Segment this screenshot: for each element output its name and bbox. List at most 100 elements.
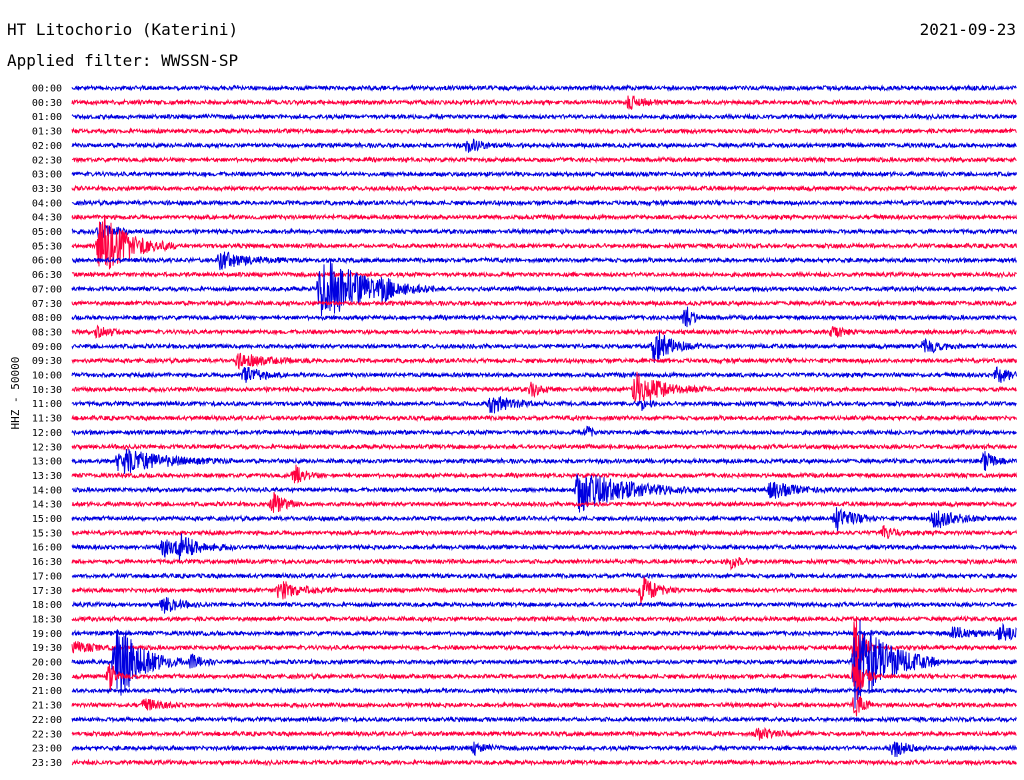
tick-label: 23:30 — [32, 758, 62, 769]
tick-label: 22:00 — [32, 715, 62, 726]
tick-label: 12:30 — [32, 442, 62, 453]
trace-2300 — [71, 741, 1017, 758]
trace-1100 — [71, 396, 1017, 414]
trace-0130 — [71, 126, 1017, 135]
trace-1500 — [71, 507, 1017, 532]
tick-label: 04:30 — [32, 213, 62, 224]
filter-label: Applied filter: WWSSN-SP — [7, 51, 239, 70]
tick-label: 06:00 — [32, 256, 62, 267]
trace-2030 — [71, 655, 1017, 699]
tick-label: 13:30 — [32, 471, 62, 482]
tick-label: 07:00 — [32, 284, 62, 295]
tick-label: 10:30 — [32, 385, 62, 396]
trace-0300 — [71, 170, 1017, 179]
trace-1400 — [71, 473, 1017, 513]
trace-2330 — [71, 758, 1017, 767]
tick-label: 07:30 — [32, 299, 62, 310]
trace-0730 — [71, 298, 1017, 308]
tick-label: 22:30 — [32, 729, 62, 740]
trace-1830 — [71, 614, 1017, 624]
tick-label: 00:00 — [32, 84, 62, 95]
trace-1330 — [71, 464, 1017, 484]
tick-label: 06:30 — [32, 270, 62, 281]
tick-label: 01:00 — [32, 112, 62, 123]
trace-0530 — [71, 214, 1017, 270]
tick-label: 03:30 — [32, 184, 62, 195]
trace-2230 — [71, 726, 1017, 741]
trace-2130 — [71, 696, 1017, 717]
trace-1000 — [71, 366, 1017, 383]
tick-label: 09:00 — [32, 342, 62, 353]
tick-label: 20:30 — [32, 672, 62, 683]
tick-label: 21:00 — [32, 686, 62, 697]
trace-0800 — [71, 306, 1017, 328]
trace-1300 — [71, 448, 1017, 474]
tick-label: 02:30 — [32, 155, 62, 166]
tick-label: 05:00 — [32, 227, 62, 238]
tick-label: 14:00 — [32, 485, 62, 496]
trace-1030 — [71, 371, 1017, 402]
tick-label: 09:30 — [32, 356, 62, 367]
trace-1900 — [71, 622, 1017, 641]
trace-0000 — [71, 83, 1017, 92]
trace-2200 — [71, 715, 1017, 724]
tick-label: 08:30 — [32, 327, 62, 338]
tick-label: 14:30 — [32, 500, 62, 511]
trace-0430 — [71, 212, 1017, 222]
trace-1600 — [71, 533, 1017, 562]
tick-label: 16:30 — [32, 557, 62, 568]
tick-label: 04:00 — [32, 198, 62, 209]
trace-0830 — [71, 324, 1017, 339]
trace-0930 — [71, 352, 1017, 370]
tick-label: 10:00 — [32, 371, 62, 382]
tick-label: 08:00 — [32, 313, 62, 324]
tick-label: 17:00 — [32, 571, 62, 582]
tick-label: 19:00 — [32, 629, 62, 640]
trace-0200 — [71, 138, 1017, 153]
trace-0100 — [71, 112, 1017, 121]
trace-1930 — [71, 616, 1017, 683]
tick-label: 19:30 — [32, 643, 62, 654]
trace-1230 — [71, 442, 1017, 452]
trace-1200 — [71, 425, 1017, 437]
tick-label: 21:30 — [32, 701, 62, 712]
tick-label: 12:00 — [32, 428, 62, 439]
record-date: 2021-09-23 — [919, 20, 1016, 39]
tick-label: 11:30 — [32, 414, 62, 425]
trace-2000 — [71, 619, 1017, 709]
trace-0330 — [71, 184, 1017, 193]
trace-0030 — [71, 95, 1017, 110]
tick-label: 17:30 — [32, 586, 62, 597]
tick-label: 23:00 — [32, 744, 62, 755]
trace-1430 — [71, 492, 1017, 513]
trace-0900 — [71, 331, 1017, 363]
trace-0500 — [71, 221, 1017, 241]
trace-1130 — [71, 414, 1017, 423]
trace-1800 — [71, 597, 1017, 614]
trace-0630 — [71, 270, 1017, 279]
tick-label: 18:00 — [32, 600, 62, 611]
tick-label: 00:30 — [32, 98, 62, 109]
tick-label: 15:30 — [32, 528, 62, 539]
tick-label: 03:00 — [32, 170, 62, 181]
tick-label: 01:30 — [32, 127, 62, 138]
tick-label: 15:00 — [32, 514, 62, 525]
tick-label: 16:00 — [32, 543, 62, 554]
trace-1530 — [71, 525, 1017, 539]
station-title: HT Litochorio (Katerini) — [7, 20, 239, 39]
trace-1700 — [71, 571, 1017, 581]
tick-label: 05:30 — [32, 241, 62, 252]
tick-label: 13:00 — [32, 457, 62, 468]
trace-0700 — [71, 260, 1017, 317]
tick-label: 02:00 — [32, 141, 62, 152]
tick-label: 11:00 — [32, 399, 62, 410]
trace-0600 — [71, 251, 1017, 271]
tick-label: 18:30 — [32, 614, 62, 625]
trace-0230 — [71, 155, 1017, 164]
trace-1630 — [71, 557, 1017, 571]
trace-2100 — [71, 686, 1017, 695]
tick-label: 20:00 — [32, 658, 62, 669]
trace-0400 — [71, 198, 1017, 208]
trace-1730 — [71, 576, 1017, 606]
